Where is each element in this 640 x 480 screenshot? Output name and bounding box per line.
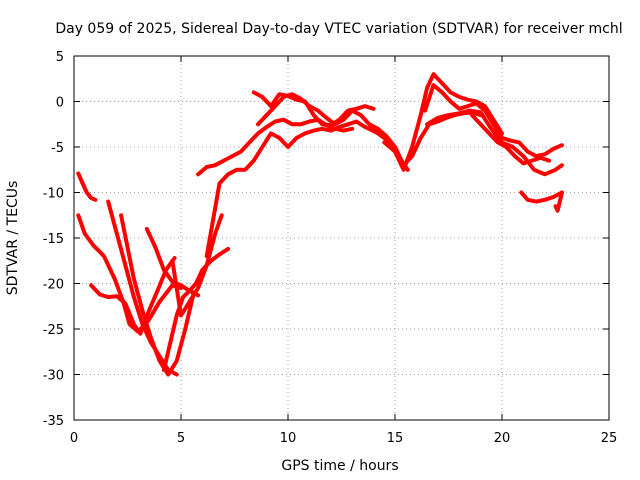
- y-tick-label: -35: [43, 414, 64, 429]
- data-series-group: [76, 72, 564, 377]
- y-tick-label: 0: [56, 96, 64, 111]
- x-tick-label: 20: [494, 431, 511, 446]
- x-axis-label: GPS time / hours: [281, 458, 398, 474]
- series-line-pass-16: [425, 108, 564, 177]
- series-line-pass-03: [89, 256, 177, 336]
- y-tick-label: -30: [43, 369, 64, 384]
- x-tick-label: 0: [70, 431, 78, 446]
- axis-ticks: 0 5 10 15 20 25 -35 -30 -25 -20 -15 -10 -5 0 5: [43, 50, 618, 446]
- series-line-pass-02: [76, 213, 183, 334]
- y-tick-label: -15: [43, 232, 64, 247]
- series-line-pass-12: [256, 92, 410, 172]
- y-tick-label: -10: [43, 187, 64, 202]
- y-axis-label: SDTVAR / TECUs: [5, 181, 21, 296]
- x-tick-label: 25: [601, 431, 618, 446]
- y-tick-label: -5: [51, 141, 64, 156]
- series-line-pass-07: [161, 246, 231, 372]
- series-line-pass-08: [170, 213, 224, 318]
- series-line-pass-05: [119, 213, 196, 377]
- x-tick-label: 10: [280, 431, 297, 446]
- series-line-pass-17: [470, 113, 552, 166]
- series-line-pass-18: [519, 190, 564, 204]
- y-tick-label: 5: [56, 50, 64, 65]
- series-line-pass-09: [204, 119, 385, 259]
- y-tick-label: -25: [43, 323, 64, 338]
- series-line-pass-14: [382, 72, 504, 172]
- y-tick-label: -20: [43, 278, 64, 293]
- series-line-pass-15: [423, 83, 564, 159]
- x-tick-label: 5: [177, 431, 185, 446]
- chart-title: Day 059 of 2025, Sidereal Day-to-day VTE…: [55, 21, 622, 37]
- series-line-pass-01: [76, 171, 98, 202]
- grid-lines: [74, 56, 609, 420]
- x-tick-label: 15: [387, 431, 404, 446]
- series-line-pass-19: [553, 190, 564, 213]
